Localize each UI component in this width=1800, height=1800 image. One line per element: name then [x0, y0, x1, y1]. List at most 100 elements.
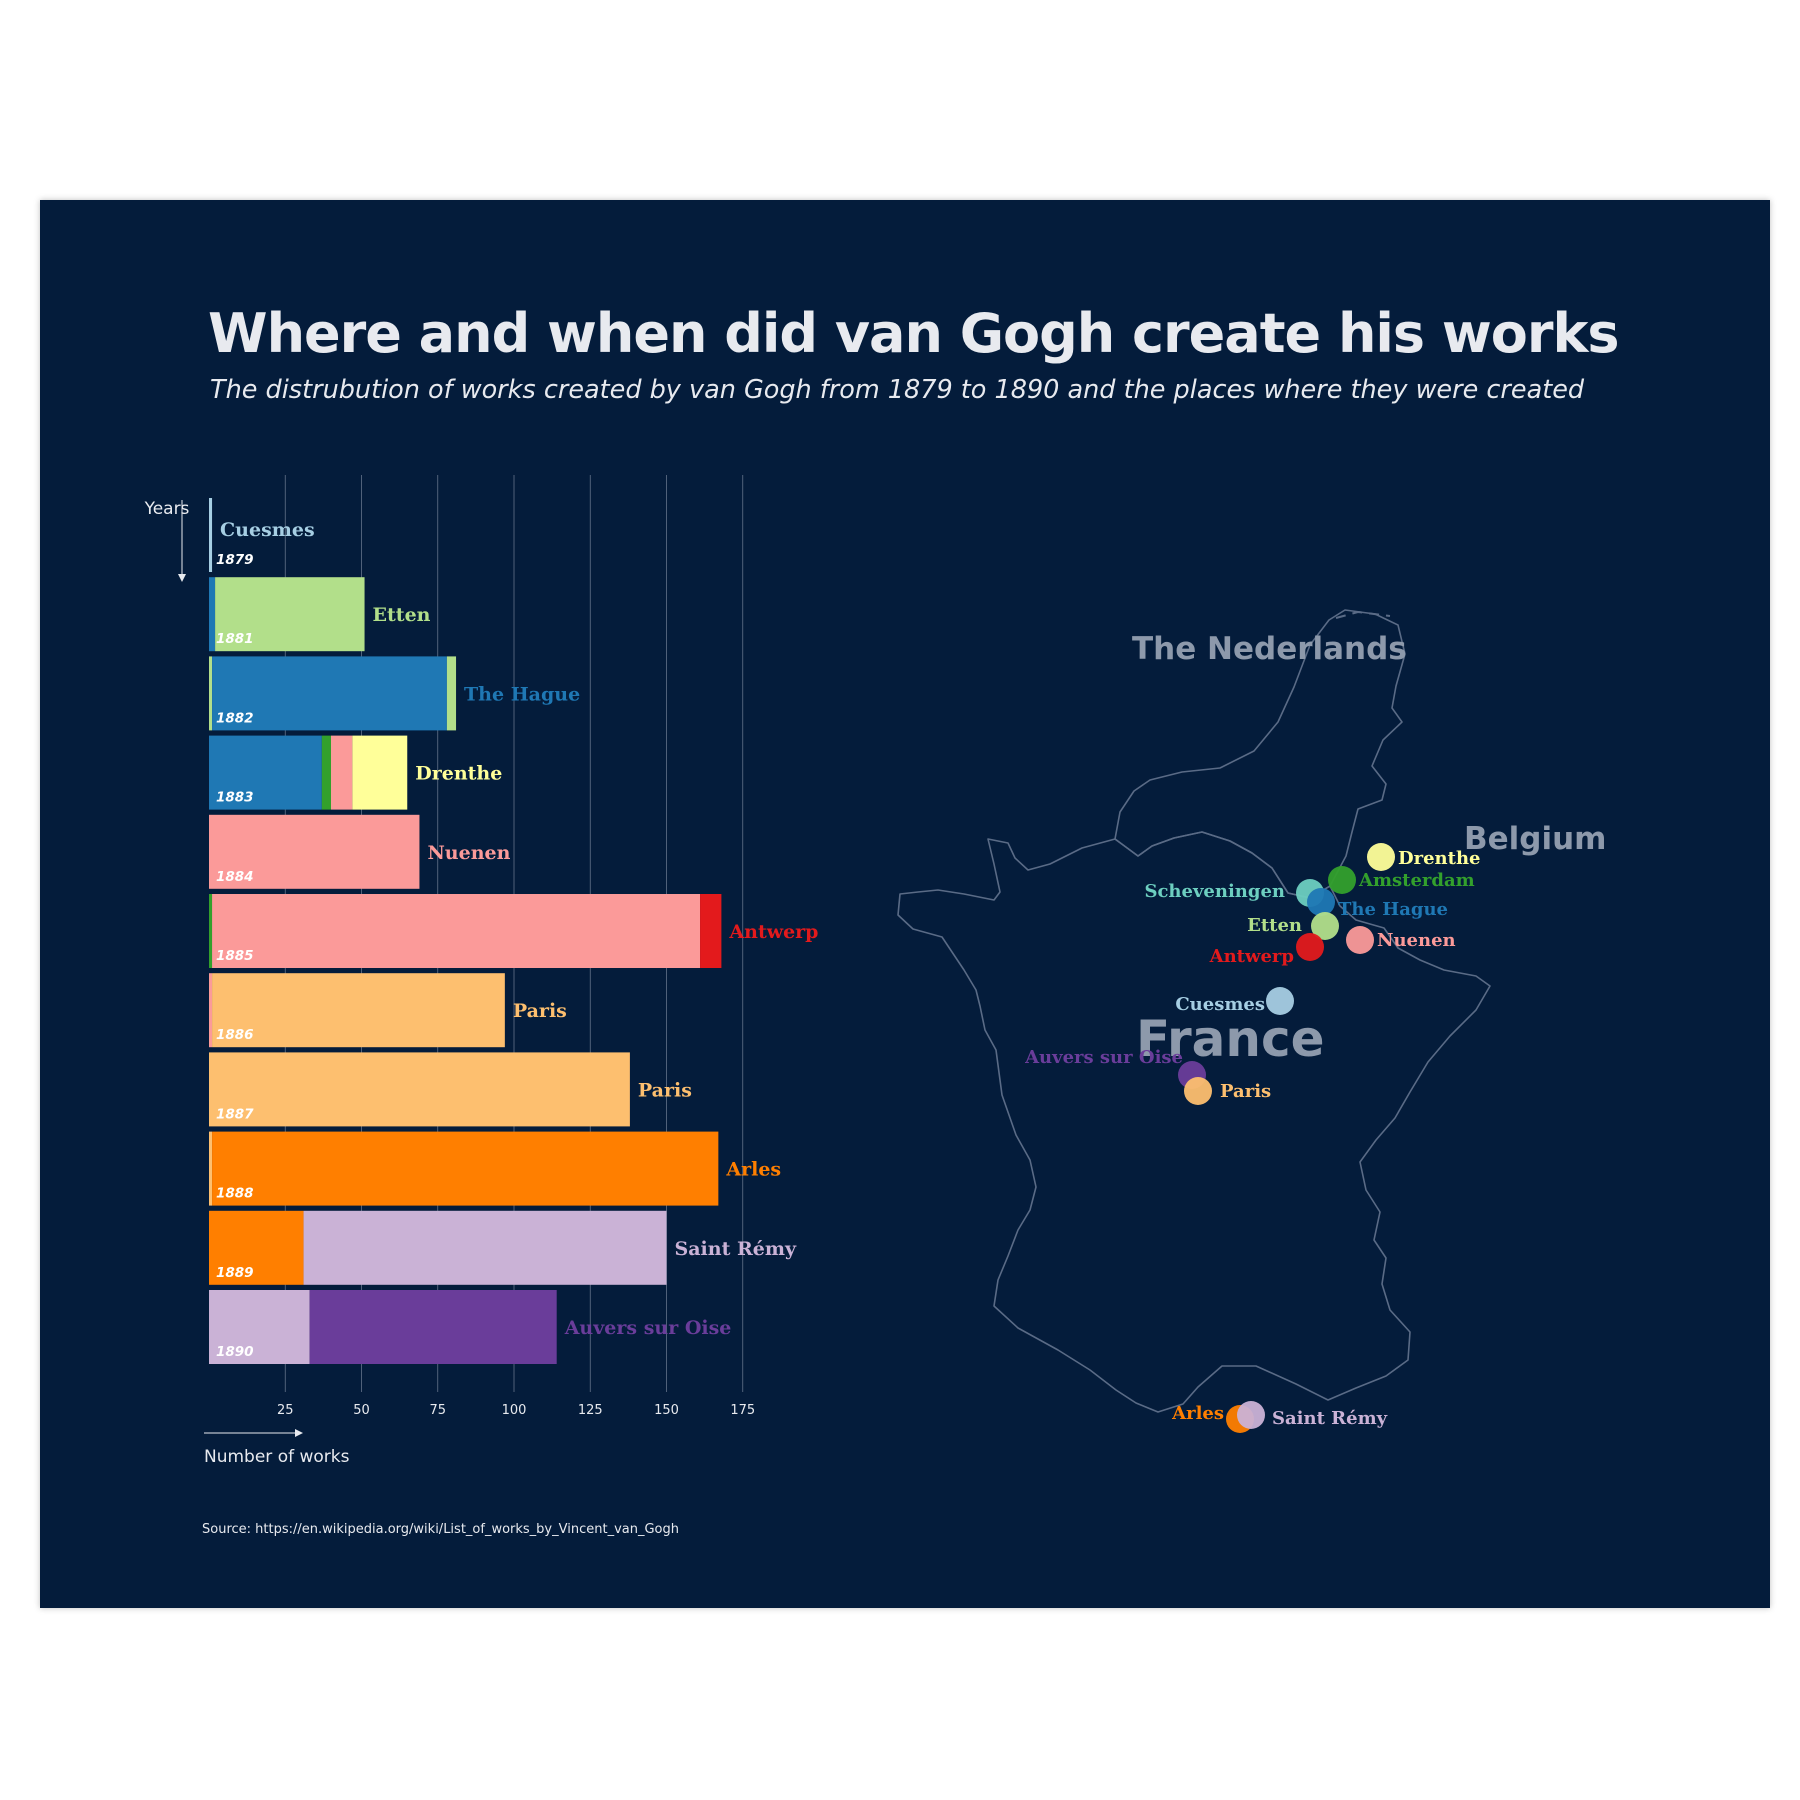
x-tick-label: 75 — [429, 1403, 446, 1418]
city-drenthe: Drenthe — [1367, 843, 1481, 871]
year-label: 1885 — [216, 948, 254, 964]
city-scheveningen: Scheveningen — [1144, 879, 1324, 907]
city-paris: Paris — [1184, 1077, 1271, 1105]
city-marker — [1307, 888, 1335, 916]
bar-segment — [209, 1290, 310, 1364]
bar-segment — [321, 735, 331, 810]
x-axis-label: Number of works — [204, 1447, 350, 1467]
chart-subtitle: The distrubution of works created by van… — [210, 375, 1585, 405]
city-label: Arles — [1171, 1403, 1224, 1424]
bar-segment — [209, 1131, 213, 1206]
map-outline-france — [897, 831, 1491, 1413]
bar-row-1885: 1885 Antwerp — [209, 894, 818, 968]
city-label: Paris — [1220, 1081, 1271, 1102]
bar-segment — [212, 1131, 719, 1206]
year-label: 1886 — [216, 1027, 254, 1043]
bar-segment — [209, 973, 213, 1048]
year-label: 1881 — [216, 631, 254, 647]
year-label: 1882 — [216, 710, 254, 726]
year-label: 1883 — [216, 790, 254, 806]
y-axis-label: Years — [144, 499, 190, 519]
city-marker — [1184, 1077, 1212, 1105]
chart-title: Where and when did van Gogh create his w… — [208, 302, 1620, 365]
bar-segment — [209, 577, 216, 652]
city-label: Amsterdam — [1358, 870, 1475, 891]
bar-place-label: Cuesmes — [220, 519, 315, 541]
bar-row-1888: 1888 Arles — [209, 1131, 781, 1206]
bar-row-1887: 1887 Paris — [209, 1052, 692, 1127]
city-marker — [1367, 843, 1395, 871]
country-label-france: France — [1136, 1010, 1325, 1068]
city-label: Etten — [1247, 915, 1302, 936]
bar-place-label: The Hague — [464, 683, 580, 705]
year-label: 1879 — [216, 552, 254, 568]
bar-segment — [352, 735, 408, 810]
x-tick-label: 125 — [578, 1403, 603, 1418]
bar-row-1879: 1879 Cuesmes — [209, 498, 315, 572]
city-label: Auvers sur Oise — [1024, 1047, 1183, 1068]
bar-place-label: Antwerp — [728, 921, 818, 943]
bar-place-label: Saint Rémy — [675, 1238, 797, 1260]
bar-place-label: Etten — [373, 604, 431, 626]
bar-segment — [209, 735, 322, 810]
city-label: Drenthe — [1398, 848, 1481, 869]
bar-segment — [331, 735, 353, 810]
city-auvers-sur-oise: Auvers sur Oise — [1024, 1047, 1206, 1089]
bar-segment — [209, 814, 420, 889]
y-axis-arrowhead — [178, 574, 186, 582]
stacked-bar-chart: 1879 Cuesmes 1881 Etten 1882 The Hague 1883 Dre… — [144, 475, 818, 1467]
bar-segment — [446, 656, 457, 731]
city-marker — [1266, 987, 1294, 1015]
bars: 1879 Cuesmes 1881 Etten 1882 The Hague 1883 Dre… — [209, 498, 818, 1364]
city-marker — [1346, 926, 1374, 954]
bar-row-1882: 1882 The Hague — [209, 656, 580, 731]
city-the-hague: The Hague — [1307, 888, 1448, 920]
x-tick-label: 50 — [353, 1403, 370, 1418]
city-marker — [1311, 912, 1339, 940]
bar-row-1883: 1883 Drenthe — [209, 735, 502, 810]
city-cuesmes: Cuesmes — [1175, 987, 1294, 1015]
bar-row-1886: 1886 Paris — [209, 973, 567, 1048]
source-note: Source: https://en.wikipedia.org/wiki/Li… — [202, 1522, 679, 1537]
city-label: Cuesmes — [1175, 994, 1265, 1015]
bar-segment — [700, 894, 722, 968]
x-tick-labels: 25 50 75 100 125 150 175 — [277, 1403, 755, 1418]
bar-place-label: Drenthe — [415, 763, 502, 785]
bar-segment — [309, 1290, 557, 1364]
city-antwerp: Antwerp — [1209, 933, 1324, 967]
bar-place-label: Arles — [725, 1159, 781, 1181]
year-label: 1888 — [216, 1186, 254, 1202]
bar-place-label: Nuenen — [427, 842, 510, 864]
city-saint-r-my: Saint Rémy — [1237, 1401, 1388, 1429]
bar-segment — [303, 1210, 667, 1285]
city-marker — [1296, 933, 1324, 961]
bar-place-label: Paris — [513, 1000, 567, 1022]
bar-segment — [215, 577, 365, 652]
country-label-netherlands: The Nederlands — [1132, 631, 1407, 667]
bar-segment — [209, 1052, 630, 1127]
bar-place-label: Paris — [638, 1079, 692, 1101]
bar-segment — [212, 894, 701, 968]
city-marker — [1237, 1401, 1265, 1429]
city-label: The Hague — [1338, 899, 1448, 920]
city-marker — [1328, 866, 1356, 894]
bar-row-1890: 1890 Auvers sur Oise — [209, 1290, 731, 1364]
bar-row-1889: 1889 Saint Rémy — [209, 1210, 797, 1285]
bar-segment — [209, 894, 213, 968]
city-amsterdam: Amsterdam — [1328, 866, 1475, 894]
city-label: Scheveningen — [1144, 881, 1285, 902]
x-tick-label: 150 — [654, 1403, 679, 1418]
bar-segment — [209, 656, 213, 731]
city-label: Saint Rémy — [1272, 1408, 1388, 1429]
location-map: The Nederlands Belgium France DrentheAms… — [897, 609, 1606, 1433]
bar-segment — [212, 656, 447, 731]
map-outline-netherlands-coast-dash — [1335, 610, 1391, 619]
city-label: Antwerp — [1209, 946, 1294, 967]
bar-row-1881: 1881 Etten — [209, 577, 431, 652]
city-nuenen: Nuenen — [1346, 926, 1456, 954]
x-axis-arrowhead — [295, 1429, 303, 1437]
x-tick-label: 100 — [502, 1403, 527, 1418]
infographic-panel: Where and when did van Gogh create his w… — [40, 200, 1770, 1608]
city-etten: Etten — [1247, 912, 1339, 940]
